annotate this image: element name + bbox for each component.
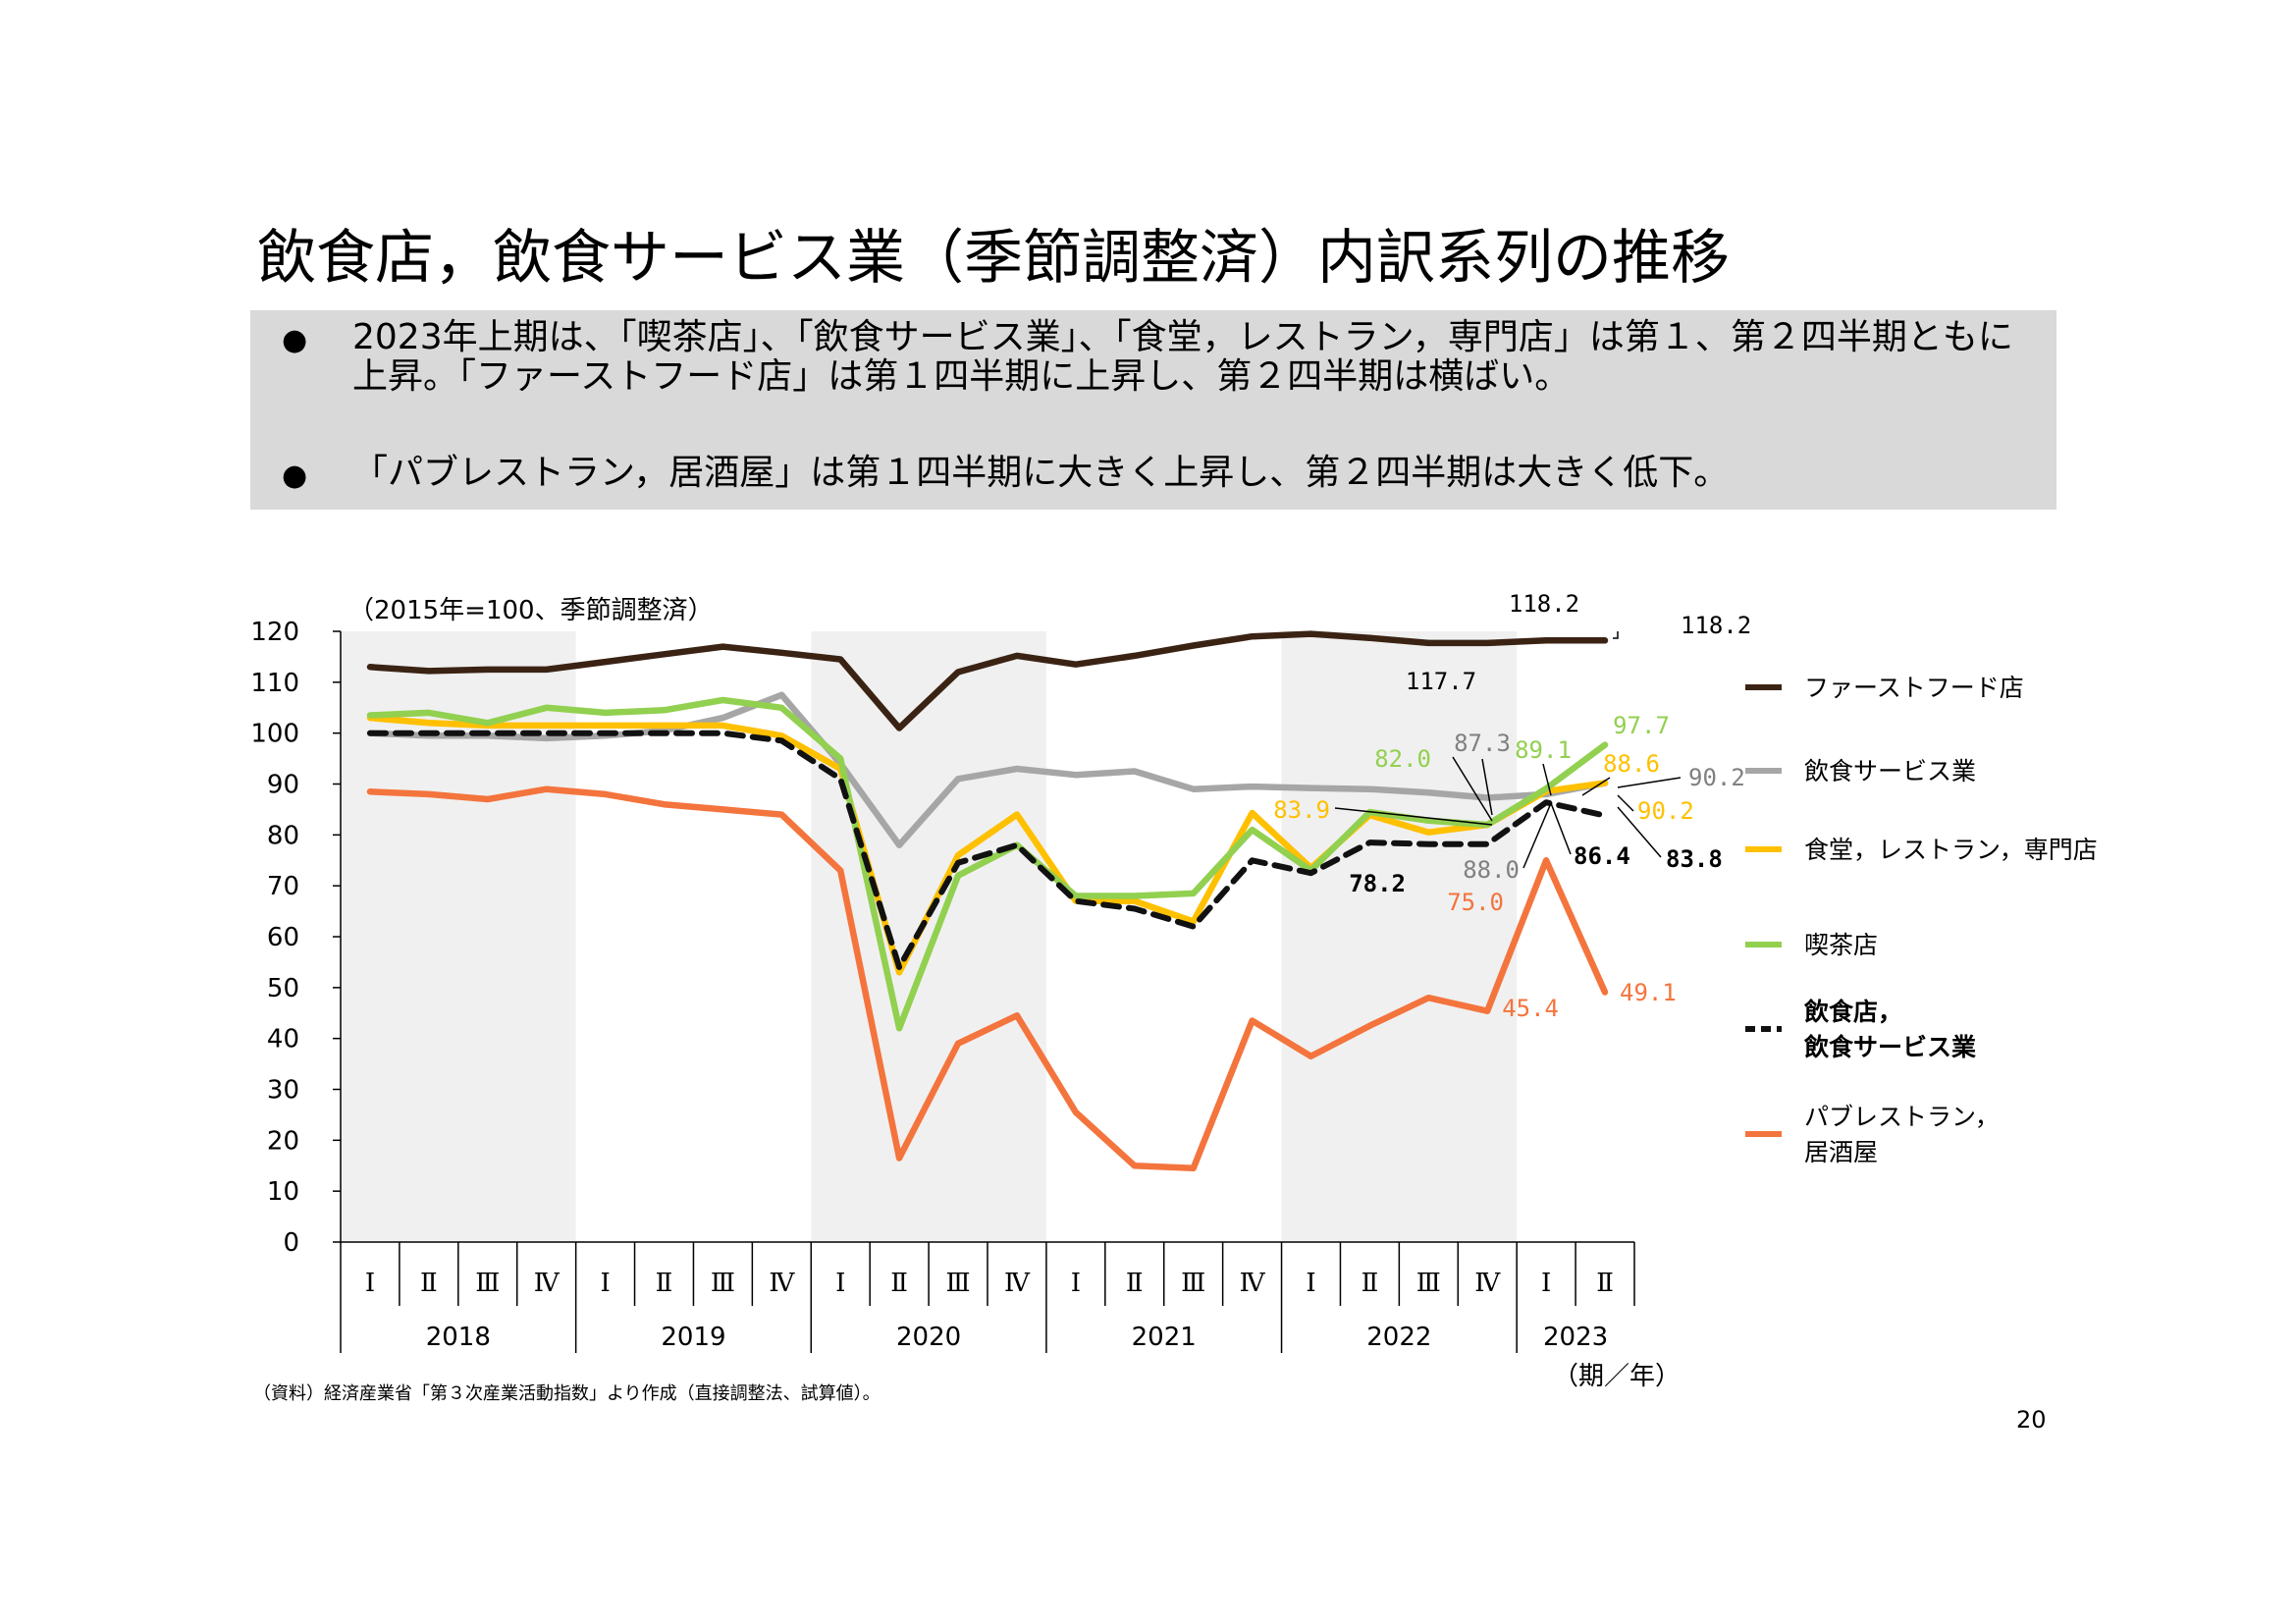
y-tick-label: 120 xyxy=(250,618,299,647)
legend-label: 食堂，レストラン，専門店 xyxy=(1804,836,2098,864)
data-label: 83.8 xyxy=(1666,845,1723,873)
axis-unit-label: （期／年） xyxy=(1553,1362,1681,1391)
data-label-leader xyxy=(1617,777,1682,788)
quarter-tick-label: Ⅲ xyxy=(1181,1269,1205,1298)
y-tick-label: 20 xyxy=(267,1126,299,1156)
y-tick-label: 10 xyxy=(267,1177,299,1207)
series-line-4 xyxy=(367,730,1608,971)
year-tick-label: 2021 xyxy=(1132,1323,1197,1352)
data-label-leader xyxy=(1334,807,1493,826)
series-line-5 xyxy=(366,785,1609,1172)
quarter-tick-label: Ⅱ xyxy=(890,1269,908,1298)
data-label-leader xyxy=(1581,777,1611,796)
quarter-tick-label: Ⅳ xyxy=(1240,1269,1266,1298)
quarter-tick-label: Ⅰ xyxy=(600,1269,610,1298)
summary-bullet-1: 2023年上期は、「喫茶店」、「飲食サービス業」、「食堂，レストラン，専門店」は… xyxy=(352,317,2013,397)
quarter-tick-label: Ⅰ xyxy=(1071,1269,1081,1298)
data-label: 90.2 xyxy=(1637,797,1694,825)
y-tick-label: 50 xyxy=(267,974,299,1003)
y-tick-label: 110 xyxy=(250,669,299,698)
page-title: 飲食店，飲食サービス業（季節調整済）内訳系列の推移 xyxy=(257,224,1730,293)
data-label-leader xyxy=(1617,806,1662,858)
quarter-tick-label: Ⅲ xyxy=(946,1269,971,1298)
quarter-tick-label: Ⅳ xyxy=(534,1269,561,1298)
data-label-leader xyxy=(1542,763,1552,796)
series-line-0 xyxy=(366,630,1609,731)
chart-note: （2015年=100、季節調整済） xyxy=(348,596,714,625)
data-label-leader xyxy=(1617,794,1634,812)
series-line-1 xyxy=(366,691,1609,848)
data-label-leader xyxy=(1522,802,1552,869)
data-label: 97.7 xyxy=(1613,712,1670,739)
year-tick-label: 2022 xyxy=(1366,1323,1431,1352)
data-label: 82.0 xyxy=(1374,745,1431,773)
data-label: 89.1 xyxy=(1515,736,1572,764)
y-tick-label: 70 xyxy=(267,872,299,901)
data-label: 86.4 xyxy=(1574,842,1630,870)
year-shade-band xyxy=(811,631,1046,1242)
quarter-tick-label: Ⅳ xyxy=(769,1269,795,1298)
page-number: 20 xyxy=(2016,1406,2047,1434)
quarter-tick-label: Ⅱ xyxy=(656,1269,673,1298)
year-tick-label: 2018 xyxy=(426,1323,491,1352)
data-label-leader xyxy=(1550,802,1572,855)
year-tick-label: 2019 xyxy=(661,1323,725,1352)
data-label: 118.2 xyxy=(1681,612,1751,639)
data-label: 87.3 xyxy=(1454,730,1511,757)
summary-box: ● 2023年上期は、「喫茶店」、「飲食サービス業」、「食堂，レストラン，専門店… xyxy=(250,310,2056,510)
legend-label: パブレストラン，居酒屋 xyxy=(1804,1103,2000,1166)
y-tick-label: 90 xyxy=(267,771,299,800)
data-label: 45.4 xyxy=(1502,995,1559,1022)
data-label: 90.2 xyxy=(1688,764,1745,791)
bullet-icon: ● xyxy=(282,459,308,493)
quarter-tick-label: Ⅱ xyxy=(1362,1269,1379,1298)
series-line-2 xyxy=(366,714,1609,976)
bullet-icon: ● xyxy=(282,323,308,357)
data-label: 117.7 xyxy=(1406,668,1476,695)
quarter-tick-label: Ⅲ xyxy=(1416,1269,1441,1298)
quarter-tick-label: Ⅰ xyxy=(1306,1269,1315,1298)
data-label: 88.0 xyxy=(1463,856,1520,884)
year-shade-band xyxy=(1281,631,1518,1242)
y-tick-label: 80 xyxy=(267,821,299,850)
quarter-tick-label: Ⅲ xyxy=(475,1269,500,1298)
y-tick-label: 30 xyxy=(267,1076,299,1106)
data-label: 88.6 xyxy=(1603,750,1660,778)
data-label-leader xyxy=(1613,631,1619,639)
quarter-tick-label: Ⅱ xyxy=(1126,1269,1144,1298)
y-tick-label: 0 xyxy=(283,1228,299,1258)
y-tick-label: 60 xyxy=(267,923,299,952)
data-label-leader xyxy=(1452,756,1493,822)
legend-label: 喫茶店 xyxy=(1804,931,1878,959)
quarter-tick-label: Ⅲ xyxy=(711,1269,735,1298)
y-tick-label: 40 xyxy=(267,1025,299,1055)
quarter-tick-label: Ⅱ xyxy=(1596,1269,1614,1298)
quarter-tick-label: Ⅳ xyxy=(1004,1269,1031,1298)
quarter-tick-label: Ⅰ xyxy=(835,1269,845,1298)
source-note: （資料）経済産業省「第３次産業活動指数」より作成（直接調整法、試算値）。 xyxy=(253,1383,881,1404)
data-label-leader xyxy=(1481,758,1493,816)
quarter-tick-label: Ⅱ xyxy=(420,1269,438,1298)
series-line-3 xyxy=(366,696,1609,1032)
data-label: 75.0 xyxy=(1447,889,1504,916)
year-tick-label: 2023 xyxy=(1543,1323,1608,1352)
data-label: 49.1 xyxy=(1620,979,1677,1006)
y-tick-label: 100 xyxy=(250,720,299,749)
data-label: 78.2 xyxy=(1349,870,1406,897)
legend-label: 飲食店，飲食サービス業 xyxy=(1803,998,1976,1061)
quarter-tick-label: Ⅰ xyxy=(365,1269,375,1298)
quarter-tick-label: Ⅰ xyxy=(1541,1269,1551,1298)
legend-label: 飲食サービス業 xyxy=(1804,757,1976,785)
summary-bullet-2: 「パブレストラン，居酒屋」は第１四半期に大きく上昇し、第２四半期は大きく低下。 xyxy=(352,453,1730,493)
year-tick-label: 2020 xyxy=(896,1323,961,1352)
data-label: 83.9 xyxy=(1273,796,1330,824)
quarter-tick-label: Ⅳ xyxy=(1474,1269,1501,1298)
data-label: 118.2 xyxy=(1509,590,1579,618)
legend-label: ファーストフード店 xyxy=(1804,674,2024,702)
